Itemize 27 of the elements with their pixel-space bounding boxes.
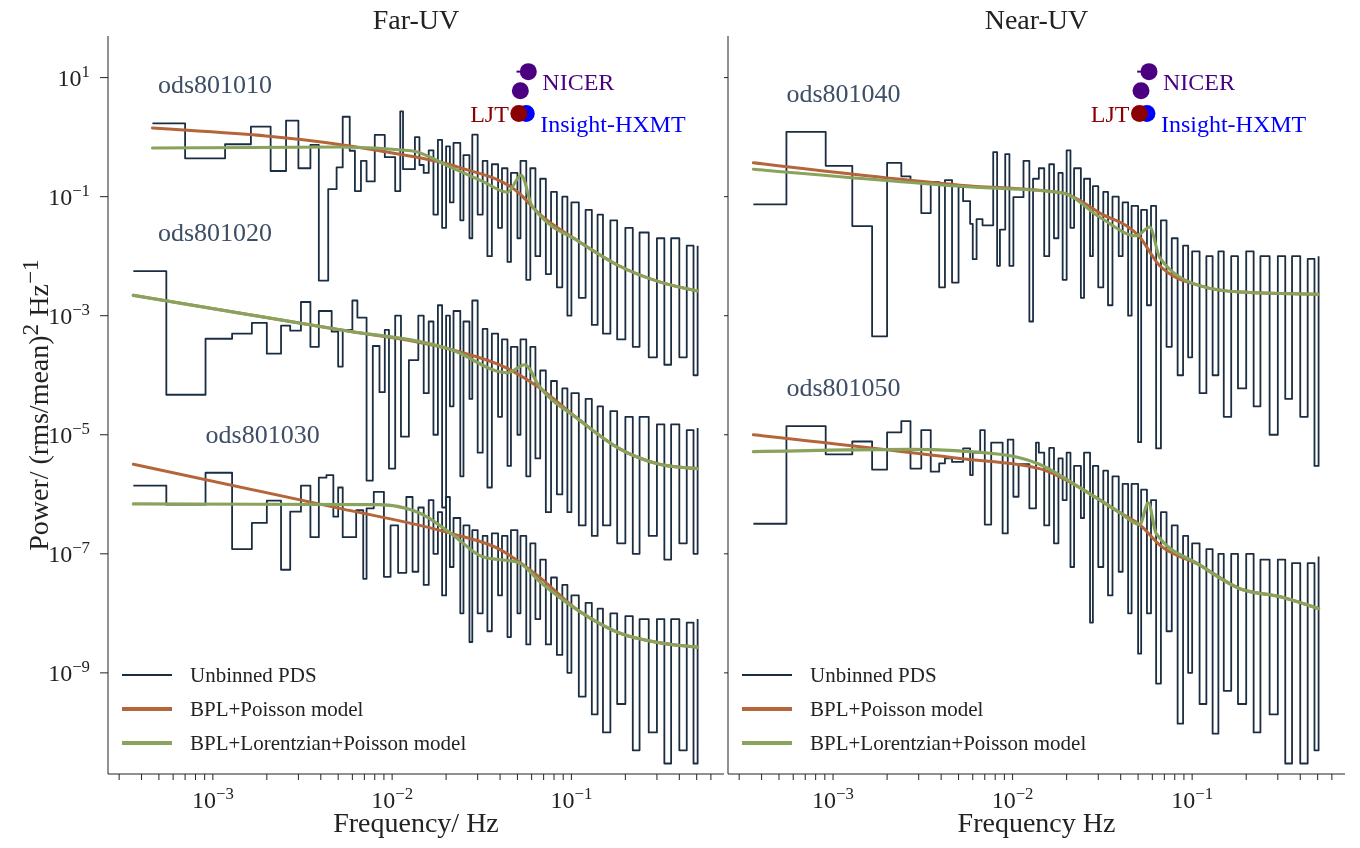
series-label: LJT [470,100,510,127]
legend-label: Unbinned PDS [190,662,317,688]
series-label: Insight-HXMT [1160,110,1307,137]
legend-label: BPL+Lorentzian+Poisson model [810,730,1087,756]
legend-label: BPL+Poisson model [810,696,984,722]
x-tick-label: 10$^{−1}$ [550,783,593,813]
y-tick-label: 10$^{−1}$ [48,180,90,210]
series-label: NICER [1163,69,1235,96]
annotation: ods801010 [158,70,273,100]
y-tick-label: 10$^{−7}$ [48,537,90,567]
y-tick-label: 10$^{−9}$ [48,656,90,686]
annotation: ods801050 [786,373,901,403]
chart-title: Far-UV [371,4,461,36]
annotation: ods801020 [158,218,273,248]
annotation: ods801030 [205,419,320,449]
series-label: NICER [542,69,615,96]
legend-label: Unbinned PDS [810,662,937,688]
annotation: ods801040 [786,78,901,108]
chart-title: Near-UV [983,4,1090,36]
x-tick-label: 10$^{−1}$ [1171,783,1214,813]
y-tick-label: 10$^{1}$ [57,61,90,91]
legend-label: BPL+Lorentzian+Poisson model [190,730,467,756]
series-label: LJT [1090,100,1130,127]
x-tick-label: 10$^{−3}$ [812,783,854,813]
x-tick-label: 10$^{−3}$ [191,783,234,813]
legend-label: BPL+Poisson model [190,696,364,722]
series-label: Insight-HXMT [540,110,686,137]
